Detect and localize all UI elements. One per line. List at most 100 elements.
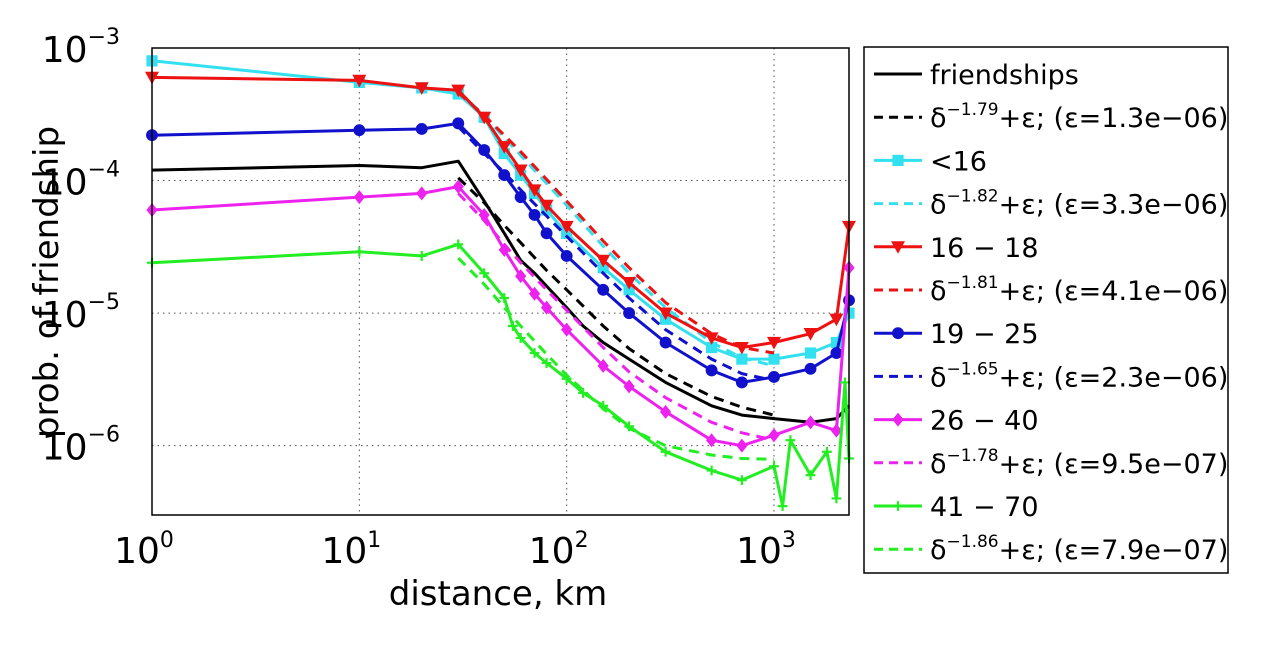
data-point: [596, 254, 611, 268]
series-2: [146, 55, 855, 365]
tick-labels: 100 101 102 103 10−3 10−4 10−5 10−6: [42, 25, 796, 572]
series-7: [457, 125, 775, 383]
series-8: [146, 179, 855, 453]
data-point: [804, 415, 817, 430]
data-point: [705, 364, 718, 377]
data-point: [830, 423, 843, 438]
data-point: [705, 433, 718, 448]
data-point: [527, 184, 542, 197]
series-line: [457, 91, 775, 355]
series-4: [145, 71, 856, 355]
legend-label: 26 − 40: [930, 406, 1039, 437]
data-point: [829, 313, 844, 327]
data-point: [822, 446, 832, 457]
data-point: [499, 293, 510, 303]
data-point: [540, 227, 553, 240]
legend: friendships δ−1.79+ε; (ε=1.3e−06) <16 δ−1.8…: [863, 46, 1229, 574]
legend-entry: δ−1.81+ε; (ε=4.1e−06): [874, 273, 1228, 307]
data-point: [785, 435, 796, 446]
data-point: [515, 269, 527, 284]
data-point: [451, 84, 466, 98]
legend-entry: 16 − 18: [874, 233, 1039, 264]
data-point: [597, 262, 609, 274]
data-point: [623, 307, 636, 320]
data-point: [416, 186, 428, 201]
data-point: [478, 144, 491, 156]
data-point: [891, 241, 905, 254]
data-point: [805, 470, 816, 480]
legend-entry: 26 − 40: [874, 406, 1039, 437]
data-point: [659, 404, 672, 419]
data-point: [528, 286, 541, 301]
data-point: [831, 493, 842, 504]
legend-label: δ−1.86+ε; (ε=7.9e−07): [930, 532, 1228, 566]
legend-label: δ−1.79+ε; (ε=1.3e−06): [930, 100, 1228, 134]
data-point: [354, 246, 365, 257]
x-tick-label: 101: [321, 528, 381, 572]
data-point: [777, 501, 788, 512]
data-point: [705, 341, 718, 354]
y-tick-label: 10−6: [42, 423, 120, 469]
series-5: [457, 91, 775, 355]
legend-box: [863, 46, 1229, 574]
data-point: [513, 164, 528, 178]
data-point: [528, 209, 541, 221]
legend-entry: δ−1.86+ε; (ε=7.9e−07): [874, 532, 1228, 566]
legend-label: 16 − 18: [930, 233, 1039, 264]
data-point: [768, 353, 780, 365]
data-point: [768, 428, 780, 443]
data-point: [479, 268, 490, 279]
data-point: [892, 412, 904, 427]
data-point: [561, 322, 573, 337]
data-point: [704, 332, 719, 345]
data-point: [736, 475, 747, 486]
series-line: [457, 125, 775, 383]
x-tick-label: 103: [736, 528, 796, 572]
data-point: [477, 111, 492, 125]
data-point: [529, 348, 540, 358]
series-layer: [145, 55, 856, 512]
series-line: [457, 176, 775, 417]
legend-entry: δ−1.78+ε; (ε=9.5e−07): [874, 446, 1228, 480]
data-point: [660, 446, 671, 457]
data-point: [497, 141, 512, 154]
series-line: [457, 90, 775, 368]
data-point: [830, 336, 843, 349]
legend-label: δ−1.82+ε; (ε=3.3e−06): [930, 187, 1228, 221]
data-point: [597, 283, 610, 296]
data-point: [830, 347, 843, 359]
data-point: [893, 501, 903, 511]
data-point: [735, 376, 748, 389]
series-line: [151, 159, 851, 424]
data-point: [453, 239, 464, 250]
x-axis-label: distance, km: [389, 574, 608, 614]
data-point: [804, 362, 817, 375]
series-1: [457, 176, 775, 417]
legend-label: 19 − 25: [930, 319, 1039, 350]
data-point: [353, 124, 366, 137]
series-0: [151, 159, 851, 424]
data-point: [353, 190, 365, 205]
data-point: [892, 154, 904, 166]
data-point: [498, 242, 510, 257]
data-point: [541, 358, 552, 368]
data-point: [498, 169, 511, 182]
data-point: [416, 251, 427, 261]
series-line: [457, 192, 775, 442]
data-point: [560, 249, 573, 262]
data-point: [768, 371, 780, 383]
x-tick-label: 102: [529, 528, 589, 572]
data-point: [892, 327, 904, 340]
legend-entry: 19 − 25: [874, 319, 1039, 350]
y-axis-label: prob. of friendship: [27, 126, 67, 438]
legend-label: δ−1.81+ε; (ε=4.1e−06): [930, 273, 1228, 307]
data-point: [414, 82, 429, 95]
data-point: [452, 117, 465, 130]
data-point: [597, 358, 609, 373]
data-point: [803, 328, 818, 341]
data-point: [767, 336, 782, 350]
legend-label: friendships: [930, 60, 1079, 91]
legend-entry: δ−1.82+ε; (ε=3.3e−06): [874, 187, 1228, 221]
data-point: [706, 465, 717, 476]
